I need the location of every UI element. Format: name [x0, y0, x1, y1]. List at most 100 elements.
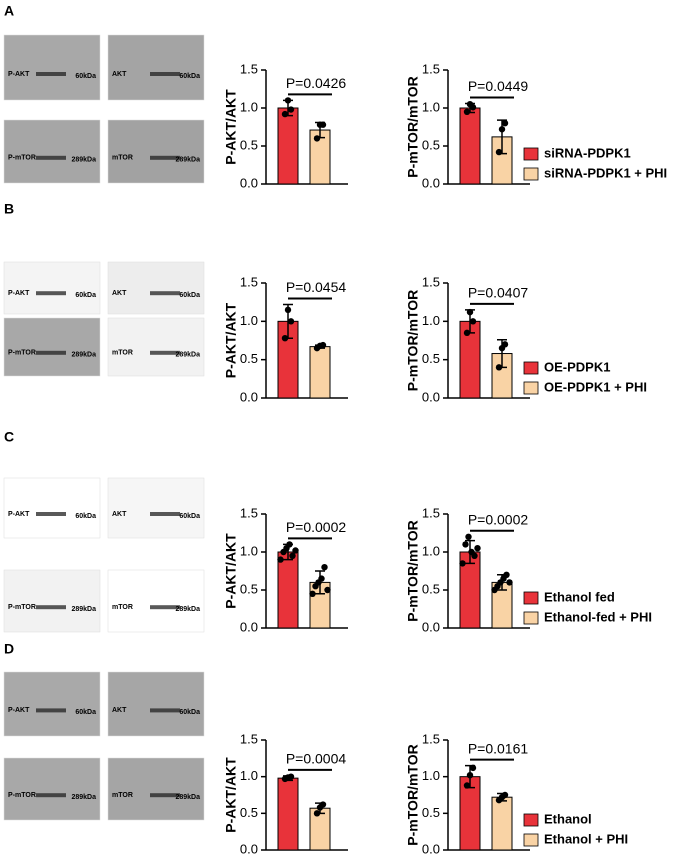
legend-label: siRNA-PDPK1	[544, 145, 631, 160]
y-tick-label: 1.0	[422, 543, 440, 558]
y-axis-label: P-mTOR/mTOR	[405, 290, 421, 391]
blot-band	[150, 155, 180, 160]
y-tick-label: 1.5	[240, 731, 258, 746]
blot-band	[36, 72, 66, 76]
panel-label: B	[4, 201, 14, 217]
blot-size: 289kDa	[71, 794, 96, 801]
blot-label: P-mTOR	[8, 792, 36, 799]
blot-size: 289kDa	[175, 794, 200, 801]
data-point	[506, 579, 513, 586]
y-tick-label: 1.5	[422, 505, 440, 520]
bar	[309, 346, 331, 399]
blot-image	[3, 569, 101, 633]
p-value: P=0.0454	[286, 279, 347, 295]
p-value: P=0.0002	[286, 519, 347, 535]
legend-swatch	[523, 611, 539, 625]
data-point	[281, 335, 289, 342]
blot-image	[3, 34, 101, 101]
data-point	[471, 552, 478, 559]
blot-band	[150, 605, 180, 610]
data-point	[292, 547, 299, 554]
blot-image	[107, 317, 205, 377]
legend-swatch	[523, 813, 539, 827]
legend-swatch	[523, 361, 539, 375]
data-point	[281, 110, 289, 118]
legend-swatch	[523, 591, 539, 605]
y-tick-label: 1.5	[240, 274, 258, 289]
blot-label: mTOR	[112, 604, 133, 611]
y-tick-label: 1.0	[422, 313, 440, 328]
data-point	[284, 306, 292, 314]
data-point	[501, 791, 509, 799]
blot-band	[150, 72, 180, 76]
blot-image	[3, 119, 101, 184]
blot-image	[107, 569, 205, 633]
blot-size: 60kDa	[179, 73, 200, 80]
blot-image	[107, 757, 205, 821]
y-axis-label: P-AKT/AKT	[223, 89, 239, 165]
y-axis-label: P-AKT/AKT	[223, 757, 239, 833]
y-tick-label: 0.0	[240, 175, 258, 190]
bar	[309, 807, 331, 851]
legend-label: OE-PDPK1	[544, 359, 610, 374]
y-tick-label: 0.5	[422, 351, 440, 366]
y-tick-label: 0.5	[422, 137, 440, 152]
data-point	[463, 329, 471, 337]
blot-band	[150, 793, 180, 798]
blot-label: mTOR	[112, 155, 133, 162]
bar	[277, 777, 299, 851]
p-value: P=0.0161	[468, 740, 529, 756]
blot-label: mTOR	[112, 350, 133, 357]
y-tick-label: 1.0	[422, 768, 440, 783]
data-point	[503, 571, 510, 578]
blot-size: 60kDa	[179, 709, 200, 716]
data-point	[313, 135, 321, 142]
blot-band	[36, 793, 66, 798]
p-value: P=0.0004	[286, 751, 347, 767]
blot-size: 60kDa	[75, 73, 96, 80]
data-point	[287, 318, 295, 325]
legend-swatch	[523, 381, 539, 395]
blot-size: 289kDa	[175, 352, 200, 359]
y-tick-label: 0.5	[240, 581, 258, 596]
y-tick-label: 1.5	[240, 505, 258, 520]
legend-label: Ethanol-fed + PHI	[544, 609, 652, 624]
blot-band	[150, 291, 180, 296]
panel-label: D	[4, 641, 14, 657]
data-point	[309, 590, 316, 597]
y-axis-label: P-mTOR/mTOR	[405, 744, 421, 845]
y-tick-label: 0.5	[240, 805, 258, 820]
blot-band	[36, 350, 66, 355]
legend-swatch	[523, 147, 539, 161]
data-point	[287, 773, 295, 780]
panel-label: C	[4, 429, 14, 445]
blot-size: 60kDa	[179, 292, 200, 299]
blot-size: 289kDa	[71, 157, 96, 164]
blot-label: mTOR	[112, 792, 133, 799]
data-point	[284, 97, 292, 104]
data-point	[469, 318, 477, 325]
legend-swatch	[523, 167, 539, 181]
data-point	[277, 556, 284, 563]
data-point	[495, 148, 503, 156]
y-tick-label: 0.0	[422, 619, 440, 634]
blot-size: 60kDa	[75, 513, 96, 520]
blot-size: 60kDa	[75, 292, 96, 299]
blot-size: 60kDa	[75, 709, 96, 716]
y-tick-label: 1.0	[240, 543, 258, 558]
y-tick-label: 0.0	[422, 841, 440, 856]
blot-band	[36, 708, 66, 713]
blot-size: 60kDa	[179, 513, 200, 520]
data-point	[495, 364, 503, 371]
blot-band	[36, 155, 66, 160]
blot-image	[3, 671, 101, 737]
data-point	[465, 533, 472, 540]
data-point	[324, 586, 331, 594]
y-tick-label: 0.0	[240, 389, 258, 404]
bar	[277, 551, 299, 629]
y-tick-label: 0.0	[240, 619, 258, 634]
y-tick-label: 1.5	[422, 731, 440, 746]
bar	[459, 107, 481, 185]
blot-size: 289kDa	[71, 352, 96, 359]
